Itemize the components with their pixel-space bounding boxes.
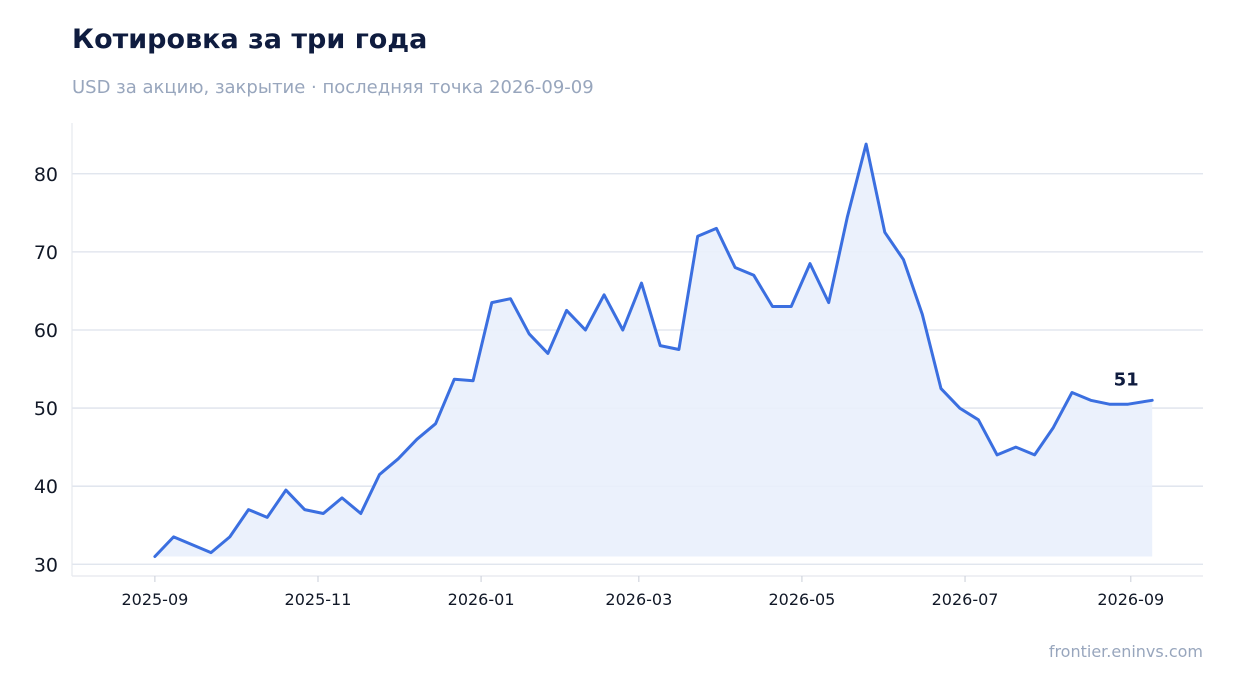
x-tick-label: 2025-11 — [285, 590, 352, 609]
y-tick-label: 50 — [34, 398, 58, 420]
x-tick-label: 2026-01 — [448, 590, 515, 609]
price-area — [154, 144, 1153, 557]
x-tick-label: 2026-03 — [605, 590, 672, 609]
y-tick-label: 40 — [34, 476, 58, 498]
x-tick-label: 2026-05 — [769, 590, 836, 609]
last-value-label: 51 — [1114, 369, 1139, 390]
y-tick-labels: 30 40 50 60 70 80 — [34, 164, 58, 577]
source-credit: frontier.eninvs.com — [1048, 642, 1203, 661]
x-tick-label: 2026-07 — [932, 590, 999, 609]
x-tick-label: 2026-09 — [1097, 590, 1164, 609]
x-tick-label: 2025-09 — [121, 590, 188, 609]
y-tick-label: 60 — [34, 320, 58, 342]
y-tick-label: 80 — [34, 164, 58, 186]
chart-title: Котировка за три года — [72, 24, 428, 55]
chart-subtitle: USD за акцию, закрытие · последняя точка… — [72, 77, 594, 98]
x-tick-labels: 2025-09 2025-11 2026-01 2026-03 2026-05 2026-… — [121, 576, 1164, 609]
y-tick-label: 30 — [34, 554, 58, 576]
y-tick-label: 70 — [34, 242, 58, 264]
price-line — [153, 142, 1154, 558]
